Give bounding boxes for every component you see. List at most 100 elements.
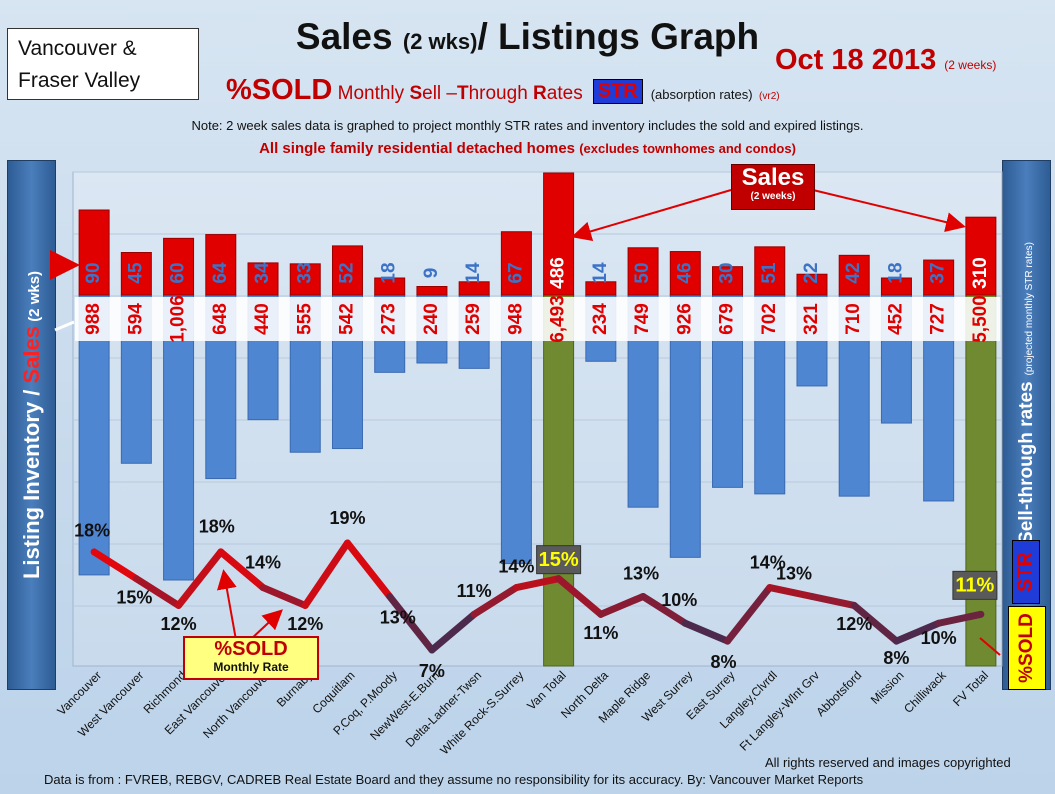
sales-value-label: 37 [928, 262, 949, 283]
subtitle-s: S [409, 83, 423, 104]
sales-value-label: 46 [674, 262, 695, 283]
listing-value-label: 648 [210, 303, 231, 335]
sales-bar [712, 266, 744, 296]
subtitle-r: R [533, 83, 547, 104]
sales-bar [965, 216, 997, 296]
listing-value-label: 594 [125, 303, 146, 335]
str-badge: STR [592, 79, 643, 104]
sales-value-label: 18 [885, 262, 906, 283]
category-tick-label: Mission [868, 668, 907, 707]
listing-value-label: 1,006 [168, 295, 189, 343]
subtitle-t: T [456, 83, 469, 104]
sales-bar [500, 231, 532, 296]
listing-value-label: 555 [294, 303, 315, 335]
str-value-label: 8% [711, 652, 737, 672]
str-value-label: 12% [836, 614, 872, 634]
sales-value-label: 52 [336, 262, 357, 283]
subtitle-d: ates [546, 83, 583, 104]
str-line-segment [892, 619, 943, 645]
str-value-label: 15% [539, 549, 579, 571]
title-part-b: (2 wks) [402, 29, 478, 54]
category-tick-label: Abbotsford [813, 668, 864, 719]
absorption-note: (absorption rates) [650, 87, 753, 102]
listing-value-label: 5,500 [970, 295, 991, 343]
listing-value-label: 273 [379, 303, 400, 335]
sales-value-label: 51 [759, 262, 780, 284]
sales-bar [754, 246, 786, 296]
str-side-badge: STR [1012, 540, 1040, 604]
str-value-label: 10% [921, 628, 957, 648]
sales-fv-arrow [812, 189, 966, 232]
str-line-segment [259, 584, 309, 609]
note2-sub: (excludes townhomes and condos) [579, 141, 796, 156]
listing-bar [543, 294, 575, 667]
copyright-note: All rights reserved and images copyright… [765, 755, 1011, 770]
sold-pointer-arrow-2 [249, 609, 283, 641]
sales-bar [923, 259, 955, 296]
str-value-label: 14% [245, 552, 281, 572]
date-note: (2 weeks) [944, 58, 997, 72]
sales-bar [796, 273, 828, 296]
str-value-label: 11% [583, 623, 618, 643]
sold-callout-title: %SOLD [214, 638, 288, 660]
category-tick-label: White Rock-S.Surrey [437, 668, 526, 757]
sales-bar [289, 263, 321, 296]
str-line-segment [681, 619, 732, 645]
total-pct-box [952, 570, 998, 600]
listing-value-label: 749 [632, 303, 653, 335]
sales-value-label: 18 [379, 262, 400, 283]
subtitle-sold: %SOLD [226, 74, 333, 106]
sales-value-label: 22 [801, 262, 822, 283]
str-value-label: 18% [199, 517, 235, 537]
sales-value-label: 45 [125, 262, 146, 284]
subtitle-b: ell – [422, 83, 457, 104]
category-tick-label: Ft Langley-Wlnt Grv [737, 668, 822, 753]
subtitle-c: hrough [468, 83, 534, 104]
category-tick-label: FV Total [950, 668, 991, 709]
listing-value-label: 452 [885, 303, 906, 335]
str-value-label: 19% [329, 508, 365, 528]
listing-value-label: 234 [590, 303, 611, 335]
sold-callout: %SOLD Monthly Rate [183, 636, 319, 680]
str-value-label: 12% [161, 614, 197, 634]
str-line-segment [428, 610, 478, 654]
str-line-segment [597, 593, 647, 618]
listing-value-label: 440 [252, 303, 273, 335]
str-value-label: 13% [623, 563, 659, 583]
sales-bar [163, 237, 195, 296]
title-part-a: Sales [295, 16, 403, 57]
sales-value-label: 33 [294, 262, 315, 283]
sold-side-arrow [979, 637, 1001, 656]
chart-note-2: All single family residential detached h… [0, 140, 1055, 157]
sales-bar [838, 254, 870, 296]
listing-value-label: 948 [505, 303, 526, 335]
sales-value-label: 60 [168, 262, 189, 283]
str-value-label: 18% [74, 521, 110, 541]
str-value-label: 14% [498, 556, 534, 576]
region-box: Vancouver & Fraser Valley [7, 28, 199, 100]
str-value-label: 7% [419, 661, 445, 681]
str-value-label: 8% [883, 648, 909, 668]
str-value-label: 10% [661, 590, 697, 610]
sales-bar [880, 277, 912, 296]
sales-bar [374, 277, 406, 296]
listing-value-label: 321 [801, 303, 822, 335]
listing-value-label: 542 [336, 303, 357, 335]
listing-value-label: 6,493 [548, 295, 569, 343]
sales-bar [120, 252, 152, 296]
sales-bar [458, 281, 490, 296]
chart-note: Note: 2 week sales data is graphed to pr… [191, 118, 864, 133]
sales-value-label: 9 [421, 268, 442, 279]
date-text: Oct 18 2013 [775, 44, 937, 76]
listing-value-label: 988 [83, 303, 104, 335]
str-value-label: 13% [380, 607, 416, 627]
sales-bar [585, 281, 617, 296]
str-line-segment [470, 584, 520, 618]
listing-value-label: 679 [717, 303, 738, 335]
str-line-segment [175, 548, 225, 609]
listing-value-label: 240 [421, 303, 442, 335]
sales-bar [669, 251, 701, 296]
sold-pointer-arrow-1 [216, 569, 237, 641]
sold-callout-sub: Monthly Rate [213, 660, 289, 674]
str-line-segment [132, 575, 183, 609]
